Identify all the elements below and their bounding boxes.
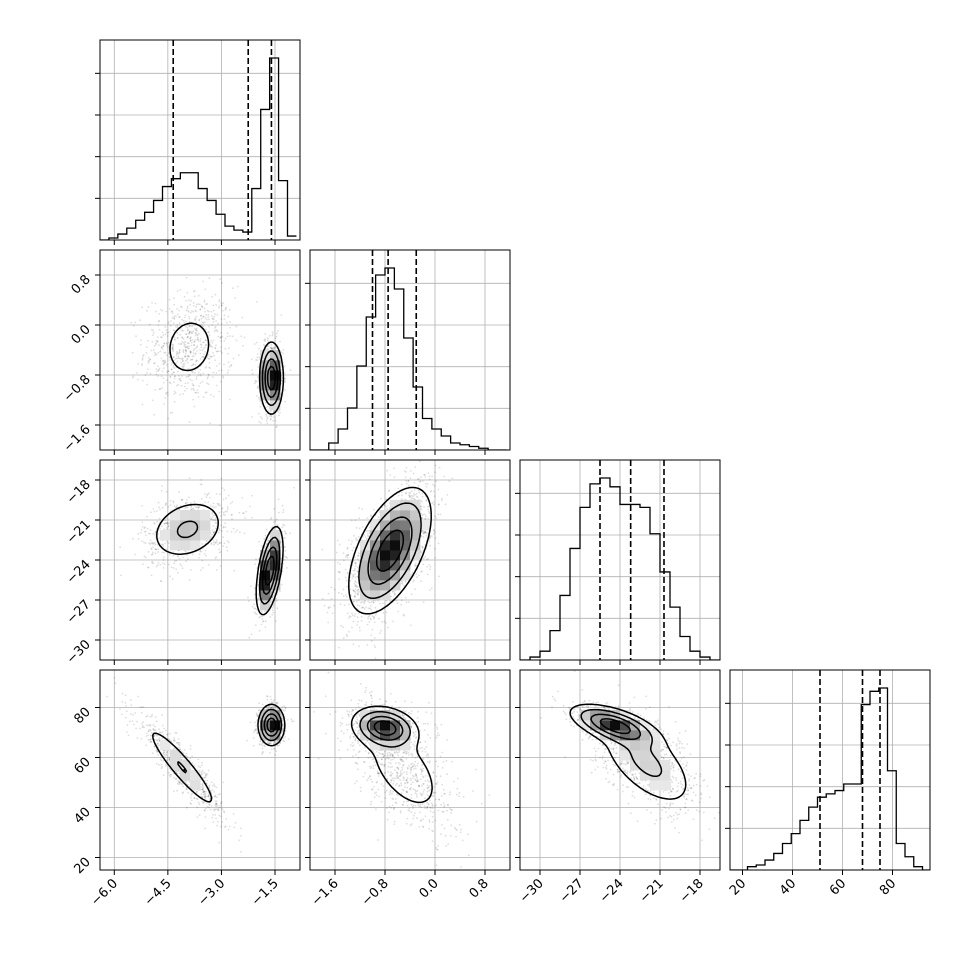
contours [569, 703, 687, 800]
y-tick-label: 80 [72, 705, 94, 727]
contour-line [264, 358, 279, 399]
contour-line [169, 322, 285, 415]
histogram-p0 [95, 39, 301, 245]
contour-line [373, 720, 397, 736]
x-tick-label: −6.0 [88, 876, 121, 909]
x-tick-label: −1.5 [249, 876, 282, 909]
y-tick-label: 60 [72, 755, 94, 777]
density-p0-p1: −1.6 −0.8 0.0 0.8 [61, 249, 301, 455]
density-p0-p3: −6.0 −4.5 −3.0 −1.5 20 40 60 80 [72, 669, 301, 909]
contour-line [599, 718, 632, 735]
y-tick-label: 0.8 [69, 272, 94, 297]
density-histogram [160, 710, 281, 791]
density-p0-p2: −30 −27 −24 −21 −18 [64, 459, 301, 667]
contour-line [261, 546, 278, 596]
panel-frame [99, 249, 301, 451]
y-tick-label: −21 [64, 517, 94, 547]
contour-line [176, 520, 281, 605]
contour-line [177, 708, 283, 774]
contour-line [156, 503, 284, 616]
contour-line [350, 705, 433, 804]
contour-line [359, 710, 411, 748]
contours [348, 486, 432, 615]
contour-line [263, 713, 280, 737]
y-tick-label: −1.6 [61, 422, 94, 455]
contour-line [348, 486, 432, 615]
contour-line [266, 365, 277, 391]
contours [152, 703, 286, 803]
density-p1-p2 [305, 459, 511, 665]
scatter-points [106, 677, 295, 853]
histogram-step [310, 267, 507, 450]
contours [350, 705, 433, 804]
histogram-step [520, 477, 720, 660]
x-tick-label: −0.8 [359, 876, 392, 909]
y-tick-label: −0.8 [61, 372, 94, 405]
y-tick-label: 20 [72, 855, 94, 877]
contour-line [152, 703, 286, 803]
panel-frame [99, 669, 301, 871]
contours [156, 503, 284, 616]
contour-line [264, 555, 275, 586]
density-p1-p3: −1.6 −0.8 0.0 0.8 [305, 669, 511, 909]
x-tick-label: 60 [827, 876, 849, 898]
histogram-p2 [515, 459, 721, 665]
y-tick-label: −24 [64, 557, 94, 587]
contour-line [366, 715, 404, 741]
contour-line [580, 708, 663, 778]
x-tick-label: 0.0 [417, 876, 442, 901]
x-tick-label: −18 [677, 876, 707, 906]
y-tick-label: 0.0 [69, 322, 94, 347]
histogram-step [730, 687, 930, 870]
x-tick-label: −30 [517, 876, 547, 906]
histogram-step [100, 57, 297, 240]
x-tick-label: −21 [637, 876, 667, 906]
x-tick-label: −24 [597, 876, 627, 906]
histogram-p1 [305, 249, 511, 455]
y-tick-label: −30 [64, 637, 94, 667]
contour-line [569, 703, 687, 800]
y-tick-label: 40 [72, 805, 94, 827]
density-p2-p3: −30 −27 −24 −21 −18 [515, 669, 721, 906]
panel-frame [729, 669, 931, 871]
x-tick-label: −1.6 [309, 876, 342, 909]
contour-line [358, 502, 422, 600]
x-tick-label: 0.8 [467, 876, 492, 901]
x-tick-label: −27 [557, 876, 587, 906]
contour-line [261, 350, 282, 407]
contour-line [367, 516, 413, 585]
y-tick-label: −27 [64, 597, 94, 627]
x-tick-label: 20 [727, 876, 749, 898]
x-tick-label: −3.0 [195, 876, 228, 909]
scatter-points [313, 671, 491, 868]
x-tick-label: −4.5 [142, 876, 175, 909]
histogram-p3: 20 40 60 80 [725, 669, 931, 899]
panel-frame [309, 669, 511, 871]
contour-line [375, 529, 405, 572]
y-tick-label: −18 [64, 477, 94, 507]
x-tick-label: 80 [877, 876, 899, 898]
x-tick-label: 40 [777, 876, 799, 898]
contour-line [266, 717, 277, 733]
contour-line [590, 713, 642, 741]
panel-frame [309, 249, 511, 451]
contours [169, 322, 285, 415]
panel-frame [99, 39, 301, 241]
